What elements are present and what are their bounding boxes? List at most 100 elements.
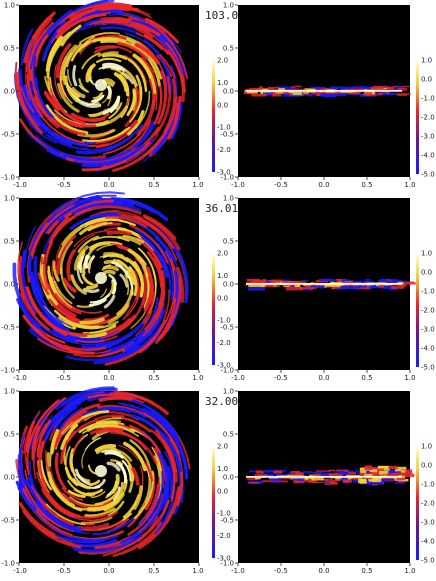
edge-on-x-tick: -0.5 — [274, 374, 288, 382]
face-on-colorbar-tick: 1.0 — [217, 79, 228, 87]
panel-row-1: -1.0 -0.5 0.0 0.5 1.01.00.50.0-0.5-1.02.01.0… — [1, 0, 435, 189]
face-on-y-tick: 1.0 — [4, 2, 15, 10]
edge-on-colorbar-tick: -4.0 — [421, 538, 435, 546]
face-on-y-tick: -1.0 — [1, 174, 15, 182]
face-on-colorbar-tick: -3.0 — [217, 555, 231, 563]
panel-label: (a) — [374, 12, 395, 31]
edge-on-colorbar-tick: -3.0 — [421, 519, 435, 527]
face-on-colorbar-tick: -3.0 — [217, 169, 231, 177]
edge-on-colorbar-tick: -2.0 — [421, 500, 435, 508]
face-on-colorbar-tick: -1.0 — [217, 124, 231, 132]
edge-on-x-tick: 1.0 — [404, 374, 415, 382]
edge-on-x-tick: -0.5 — [274, 567, 288, 575]
edge-on-colorbar — [416, 446, 419, 560]
edge-on-x-tick: 1.0 — [404, 181, 415, 189]
edge-on-x-tick: -1.0 — [231, 567, 245, 575]
time-stamp: 32.00 — [205, 395, 238, 408]
face-on-colorbar-tick: 0.0 — [217, 487, 228, 495]
face-on-y-tick: -1.0 — [1, 367, 15, 375]
face-on-x-tick: 0.5 — [148, 567, 159, 575]
edge-on-colorbar-tick: -5.0 — [421, 171, 435, 179]
face-on-colorbar-tick: -2.0 — [217, 146, 231, 154]
edge-on-colorbar-tick: -5.0 — [421, 364, 435, 372]
face-on-y-tick: 0.5 — [4, 238, 15, 246]
panel-label: (c) — [374, 398, 394, 417]
face-on-y-tick: -0.5 — [1, 517, 15, 525]
edge-on-x-tick: -0.5 — [274, 181, 288, 189]
face-on-y-tick: 0.5 — [4, 45, 15, 53]
edge-on-y-tick: 0.5 — [223, 238, 234, 246]
face-on-x-tick: -0.5 — [57, 181, 71, 189]
edge-on-colorbar-tick: -1.0 — [421, 95, 435, 103]
time-stamp: 36.01 — [205, 202, 238, 215]
face-on-x-tick: -1.0 — [13, 567, 27, 575]
edge-on-colorbar-tick: 1.0 — [421, 57, 432, 65]
face-on-x-tick: 1.0 — [192, 567, 203, 575]
face-on-x-tick: 0.5 — [148, 181, 159, 189]
edge-on-disc-image — [244, 85, 411, 98]
face-on-y-tick: 0.5 — [4, 431, 15, 439]
face-on-colorbar — [212, 253, 215, 365]
panel-row-3: -1.0 -0.5 0.0 0.5 1.01.00.50.0-0.5-1.02.01.0… — [1, 386, 435, 575]
edge-on-x-tick: -1.0 — [231, 374, 245, 382]
edge-on-y-tick: 0.5 — [223, 431, 234, 439]
face-on-x-tick: 1.0 — [192, 374, 203, 382]
face-on-y-tick: 1.0 — [4, 388, 15, 396]
edge-on-colorbar-tick: 0.0 — [421, 462, 432, 470]
face-on-colorbar-tick: -1.0 — [217, 510, 231, 518]
face-on-x-tick: -0.5 — [57, 374, 71, 382]
edge-on-y-tick: -1.0 — [220, 174, 234, 182]
face-on-colorbar-tick: 2.0 — [217, 57, 228, 65]
edge-on-colorbar-tick: 1.0 — [421, 250, 432, 258]
face-on-colorbar-tick: -2.0 — [217, 532, 231, 540]
face-on-colorbar-tick: -1.0 — [217, 317, 231, 325]
edge-on-y-tick: -1.0 — [220, 560, 234, 568]
face-on-colorbar-tick: -2.0 — [217, 339, 231, 347]
face-on-x-tick: 0.0 — [103, 374, 114, 382]
face-on-colorbar — [212, 60, 215, 172]
face-on-y-tick: -0.5 — [1, 324, 15, 332]
face-on-colorbar-tick: 0.0 — [217, 101, 228, 109]
edge-on-y-tick: 0.0 — [223, 474, 234, 482]
edge-on-y-tick: -0.5 — [220, 324, 234, 332]
edge-on-y-tick: 0.0 — [223, 281, 234, 289]
face-on-x-tick: 0.5 — [148, 374, 159, 382]
face-on-disc-image — [12, 191, 189, 366]
face-on-x-tick: 0.0 — [103, 567, 114, 575]
face-on-colorbar — [212, 446, 215, 558]
edge-on-y-tick: 1.0 — [223, 388, 234, 396]
edge-on-colorbar-tick: 0.0 — [421, 76, 432, 84]
edge-on-x-tick: 0.0 — [318, 567, 329, 575]
edge-on-colorbar-tick: -2.0 — [421, 114, 435, 122]
edge-on-x-tick: 0.0 — [318, 374, 329, 382]
edge-on-y-tick: -1.0 — [220, 367, 234, 375]
face-on-y-tick: -0.5 — [1, 131, 15, 139]
face-on-colorbar-tick: 1.0 — [217, 272, 228, 280]
edge-on-colorbar-tick: -1.0 — [421, 481, 435, 489]
face-on-x-tick: -1.0 — [13, 374, 27, 382]
face-on-colorbar-tick: 0.0 — [217, 294, 228, 302]
edge-on-x-tick: 0.5 — [361, 374, 372, 382]
edge-on-disc-image — [246, 465, 415, 486]
edge-on-disc-image — [244, 278, 416, 291]
edge-on-y-tick: 1.0 — [223, 2, 234, 10]
edge-on-y-tick: 0.5 — [223, 45, 234, 53]
face-on-x-tick: -1.0 — [13, 181, 27, 189]
edge-on-colorbar-tick: -1.0 — [421, 288, 435, 296]
edge-on-y-tick: -0.5 — [220, 517, 234, 525]
edge-on-colorbar-tick: -3.0 — [421, 326, 435, 334]
edge-on-colorbar-tick: -2.0 — [421, 307, 435, 315]
face-on-colorbar-tick: -3.0 — [217, 362, 231, 370]
edge-on-colorbar-tick: -4.0 — [421, 345, 435, 353]
edge-on-y-tick: -0.5 — [220, 131, 234, 139]
edge-on-colorbar — [416, 253, 419, 367]
panel-row-2: -1.0 -0.5 0.0 0.5 1.01.00.50.0-0.5-1.02.01.0… — [1, 191, 435, 382]
edge-on-colorbar-tick: -4.0 — [421, 152, 435, 160]
edge-on-colorbar — [416, 60, 419, 174]
face-on-colorbar-tick: 1.0 — [217, 465, 228, 473]
edge-on-colorbar-tick: -3.0 — [421, 133, 435, 141]
edge-on-x-tick: 1.0 — [404, 567, 415, 575]
edge-on-y-tick: 1.0 — [223, 195, 234, 203]
edge-on-x-tick: -1.0 — [231, 181, 245, 189]
